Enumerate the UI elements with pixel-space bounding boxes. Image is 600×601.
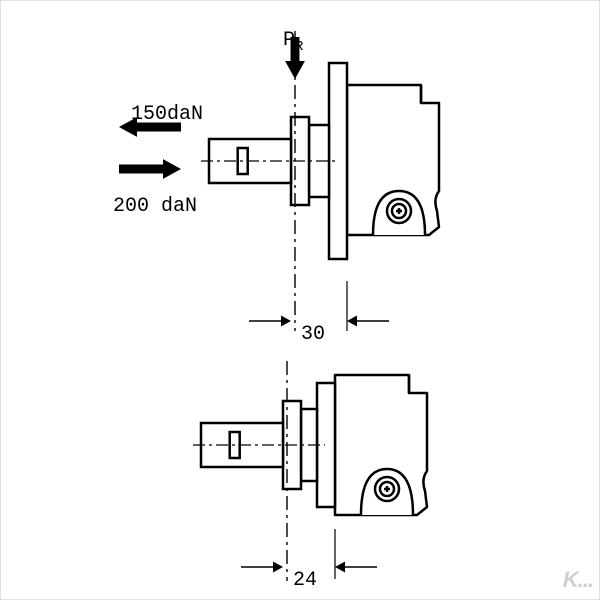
label-force-in: 200 daN: [113, 195, 197, 218]
dimension-top: 30: [301, 323, 325, 346]
label-force-out: 150daN: [131, 103, 203, 126]
watermark: K...: [563, 567, 593, 593]
technical-drawing: [1, 1, 600, 601]
dimension-bottom: 24: [293, 569, 317, 592]
label-pr: PR: [283, 29, 303, 55]
